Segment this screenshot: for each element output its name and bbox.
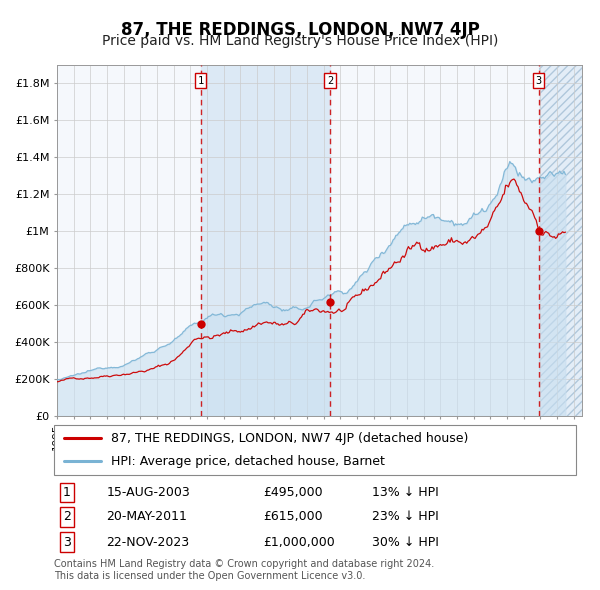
Text: Price paid vs. HM Land Registry's House Price Index (HPI): Price paid vs. HM Land Registry's House … [102, 34, 498, 48]
Text: 13% ↓ HPI: 13% ↓ HPI [373, 486, 439, 499]
Text: 3: 3 [535, 76, 542, 86]
Text: 87, THE REDDINGS, LONDON, NW7 4JP (detached house): 87, THE REDDINGS, LONDON, NW7 4JP (detac… [112, 432, 469, 445]
Text: £495,000: £495,000 [263, 486, 322, 499]
Text: 22-NOV-2023: 22-NOV-2023 [106, 536, 190, 549]
Text: 20-MAY-2011: 20-MAY-2011 [106, 510, 187, 523]
Text: 2: 2 [63, 510, 71, 523]
Text: 15-AUG-2003: 15-AUG-2003 [106, 486, 190, 499]
Text: 2: 2 [327, 76, 333, 86]
Text: £1,000,000: £1,000,000 [263, 536, 335, 549]
Text: 1: 1 [63, 486, 71, 499]
Text: Contains HM Land Registry data © Crown copyright and database right 2024.: Contains HM Land Registry data © Crown c… [54, 559, 434, 569]
Text: 1: 1 [197, 76, 204, 86]
Text: 87, THE REDDINGS, LONDON, NW7 4JP: 87, THE REDDINGS, LONDON, NW7 4JP [121, 21, 479, 39]
Text: 23% ↓ HPI: 23% ↓ HPI [373, 510, 439, 523]
Text: HPI: Average price, detached house, Barnet: HPI: Average price, detached house, Barn… [112, 455, 385, 468]
FancyBboxPatch shape [54, 425, 576, 475]
Bar [539, 65, 582, 416]
Text: This data is licensed under the Open Government Licence v3.0.: This data is licensed under the Open Gov… [54, 571, 365, 581]
Bar [200, 65, 330, 416]
Text: 30% ↓ HPI: 30% ↓ HPI [373, 536, 439, 549]
Text: £615,000: £615,000 [263, 510, 322, 523]
Text: 3: 3 [63, 536, 71, 549]
